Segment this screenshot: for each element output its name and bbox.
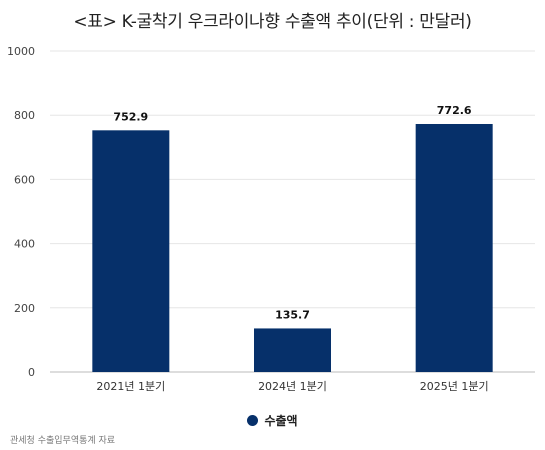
- y-tick-label: 600: [14, 173, 35, 186]
- chart-title: <표> K-굴착기 우크라이나향 수출액 추이(단위 : 만달러): [73, 12, 472, 32]
- data-label: 135.7: [275, 308, 310, 321]
- x-axis-ticks: 2021년 1분기 2024년 1분기 2025년 1분기: [96, 380, 488, 393]
- x-tick-label: 2021년 1분기: [96, 380, 165, 393]
- legend: 수출액: [0, 412, 545, 429]
- data-labels: 752.9 135.7 772.6: [113, 104, 471, 321]
- y-tick-label: 1000: [7, 45, 35, 58]
- y-axis-ticks: 0 200 400 600 800 1000: [7, 45, 35, 379]
- y-tick-label: 400: [14, 238, 35, 251]
- data-label: 752.9: [113, 110, 148, 123]
- bar: [254, 328, 331, 372]
- y-tick-label: 800: [14, 109, 35, 122]
- y-tick-label: 200: [14, 302, 35, 315]
- source-note: 관세청 수출입무역통계 자료: [10, 436, 116, 446]
- legend-label: 수출액: [264, 414, 298, 428]
- x-tick-label: 2024년 1분기: [258, 380, 327, 393]
- legend-swatch-icon: [247, 415, 259, 426]
- y-tick-label: 0: [28, 366, 35, 379]
- bar: [92, 130, 170, 372]
- bar: [415, 123, 493, 373]
- data-label: 772.6: [437, 104, 472, 117]
- x-tick-label: 2025년 1분기: [420, 380, 489, 393]
- bars: [92, 123, 493, 373]
